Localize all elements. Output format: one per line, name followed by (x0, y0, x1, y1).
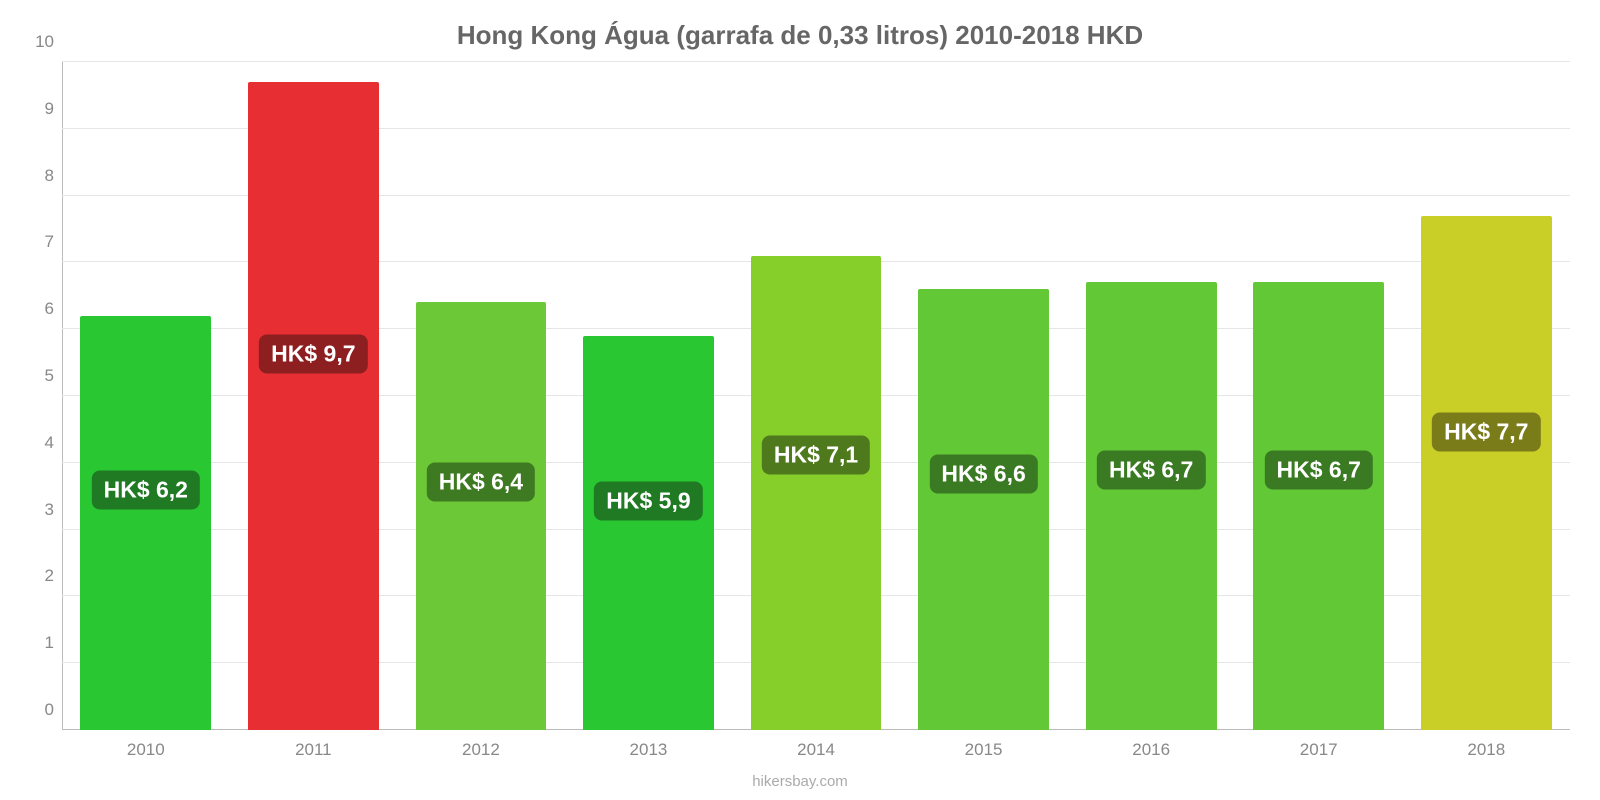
y-tick-label: 4 (22, 433, 54, 453)
value-badge: HK$ 7,1 (762, 435, 870, 474)
y-tick-label: 9 (22, 99, 54, 119)
value-badge: HK$ 7,7 (1432, 412, 1540, 451)
bar: HK$ 9,7 (248, 82, 379, 730)
bar-slot: HK$ 6,72016 (1067, 62, 1235, 730)
y-tick-label: 8 (22, 166, 54, 186)
y-tick-label: 6 (22, 299, 54, 319)
y-tick-label: 7 (22, 232, 54, 252)
y-tick-label: 1 (22, 633, 54, 653)
x-tick-label: 2015 (965, 740, 1003, 760)
bar: HK$ 6,2 (80, 316, 211, 730)
x-tick-label: 2017 (1300, 740, 1338, 760)
plot-area: 012345678910 HK$ 6,22010HK$ 9,72011HK$ 6… (62, 62, 1570, 730)
bars-container: HK$ 6,22010HK$ 9,72011HK$ 6,42012HK$ 5,9… (62, 62, 1570, 730)
bar: HK$ 6,4 (416, 302, 547, 730)
x-tick-label: 2012 (462, 740, 500, 760)
y-tick-label: 2 (22, 566, 54, 586)
bar: HK$ 5,9 (583, 336, 714, 730)
x-tick-label: 2018 (1467, 740, 1505, 760)
bar: HK$ 6,7 (1086, 282, 1217, 730)
bar-slot: HK$ 7,12014 (732, 62, 900, 730)
value-badge: HK$ 9,7 (259, 335, 367, 374)
bar-slot: HK$ 6,62015 (900, 62, 1068, 730)
value-badge: HK$ 6,4 (427, 463, 535, 502)
x-tick-label: 2011 (295, 740, 332, 760)
chart-source: hikersbay.com (0, 773, 1600, 790)
x-tick-label: 2010 (127, 740, 165, 760)
value-badge: HK$ 6,7 (1265, 451, 1373, 490)
value-badge: HK$ 6,6 (929, 455, 1037, 494)
bar-slot: HK$ 6,22010 (62, 62, 230, 730)
x-tick-label: 2016 (1132, 740, 1170, 760)
bar: HK$ 6,6 (918, 289, 1049, 730)
value-badge: HK$ 6,2 (92, 470, 200, 509)
bar-slot: HK$ 9,72011 (230, 62, 398, 730)
bar: HK$ 7,1 (751, 256, 882, 730)
y-tick-label: 3 (22, 500, 54, 520)
bar-slot: HK$ 7,72018 (1403, 62, 1571, 730)
x-tick-label: 2014 (797, 740, 835, 760)
bar-slot: HK$ 5,92013 (565, 62, 733, 730)
bar-slot: HK$ 6,42012 (397, 62, 565, 730)
price-chart: Hong Kong Água (garrafa de 0,33 litros) … (0, 0, 1600, 800)
x-tick-label: 2013 (630, 740, 668, 760)
bar-slot: HK$ 6,72017 (1235, 62, 1403, 730)
y-tick-label: 5 (22, 366, 54, 386)
chart-title: Hong Kong Água (garrafa de 0,33 litros) … (20, 20, 1580, 51)
value-badge: HK$ 5,9 (594, 482, 702, 521)
value-badge: HK$ 6,7 (1097, 451, 1205, 490)
y-tick-label: 0 (22, 700, 54, 720)
bar: HK$ 7,7 (1421, 216, 1552, 730)
y-tick-label: 10 (22, 32, 54, 52)
bar: HK$ 6,7 (1253, 282, 1384, 730)
